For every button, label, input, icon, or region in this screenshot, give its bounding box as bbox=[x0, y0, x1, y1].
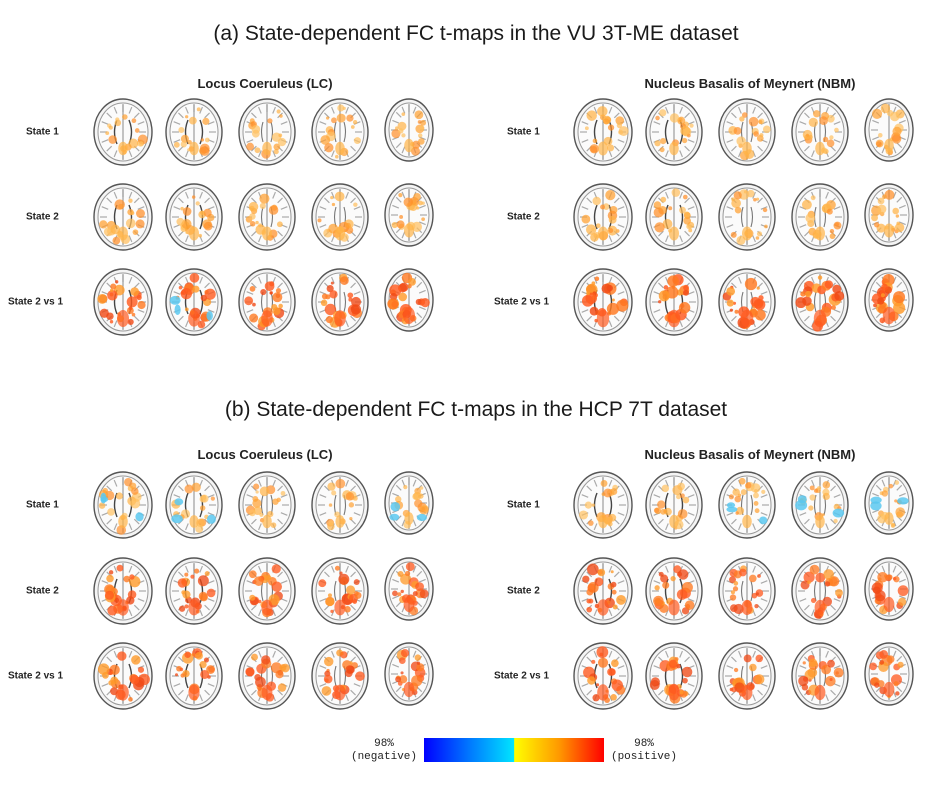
brain-slice bbox=[238, 268, 296, 336]
panel-b-left-row-label: State 1 bbox=[26, 499, 59, 511]
panel-a-left-row-label: State 2 vs 1 bbox=[8, 296, 64, 308]
brain-slice-row bbox=[92, 97, 437, 167]
brain-slice bbox=[573, 268, 633, 336]
brain-slice-row bbox=[92, 556, 437, 626]
brain-slice bbox=[384, 98, 434, 162]
panel-a-right-row-label: State 2 bbox=[507, 211, 540, 223]
brain-slice bbox=[238, 98, 296, 166]
brain-slice bbox=[718, 642, 776, 710]
brain-slice bbox=[718, 268, 776, 336]
brain-slice bbox=[864, 642, 914, 706]
brain-slice bbox=[93, 471, 153, 539]
brain-slice-row bbox=[92, 267, 437, 337]
brain-slice-row bbox=[92, 182, 437, 252]
brain-slice bbox=[718, 471, 776, 539]
brain-slice bbox=[573, 642, 633, 710]
brain-slice-row bbox=[92, 641, 437, 711]
brain-slice bbox=[791, 557, 849, 625]
brain-slice bbox=[165, 642, 223, 710]
panel-b-title: (b) State-dependent FC t-maps in the HCP… bbox=[224, 398, 728, 421]
brain-slice bbox=[864, 557, 914, 621]
brain-slice bbox=[93, 183, 153, 251]
brain-slice bbox=[645, 471, 703, 539]
colorbar-negative-label: 98% (negative) bbox=[350, 738, 417, 763]
panel-b-lc-title: Locus Coeruleus (LC) bbox=[197, 447, 333, 462]
brain-slice-row bbox=[572, 267, 917, 337]
brain-slice-row bbox=[572, 182, 917, 252]
brain-slice bbox=[93, 557, 153, 625]
brain-slice bbox=[791, 98, 849, 166]
panel-a-lc-title: Locus Coeruleus (LC) bbox=[197, 76, 333, 91]
brain-slice bbox=[238, 642, 296, 710]
brain-slice bbox=[165, 183, 223, 251]
brain-slice-row bbox=[572, 641, 917, 711]
brain-slice bbox=[384, 268, 434, 332]
panel-b-left-row-label: State 2 bbox=[26, 585, 59, 597]
brain-slice bbox=[311, 642, 369, 710]
brain-slice bbox=[311, 183, 369, 251]
colorbar-positive-label: 98% (positive) bbox=[610, 738, 677, 763]
panel-a-left-row-label: State 2 bbox=[26, 211, 59, 223]
panel-b-right-row-label: State 2 vs 1 bbox=[494, 670, 550, 682]
brain-slice bbox=[791, 642, 849, 710]
brain-slice bbox=[645, 557, 703, 625]
brain-slice bbox=[573, 557, 633, 625]
brain-slice bbox=[93, 642, 153, 710]
brain-slice bbox=[311, 471, 369, 539]
panel-b-nbm-title: Nucleus Basalis of Meynert (NBM) bbox=[644, 447, 856, 462]
brain-slice bbox=[165, 557, 223, 625]
brain-slice bbox=[311, 98, 369, 166]
brain-slice bbox=[645, 268, 703, 336]
brain-slice bbox=[573, 471, 633, 539]
brain-slice bbox=[718, 557, 776, 625]
brain-slice bbox=[93, 268, 153, 336]
panel-b-right-row-label: State 1 bbox=[507, 499, 540, 511]
brain-slice bbox=[573, 98, 633, 166]
brain-slice bbox=[238, 183, 296, 251]
brain-slice bbox=[311, 268, 369, 336]
colorbar bbox=[424, 738, 604, 762]
brain-slice bbox=[384, 642, 434, 706]
brain-slice bbox=[384, 557, 434, 621]
brain-slice bbox=[93, 98, 153, 166]
brain-slice-row bbox=[572, 556, 917, 626]
brain-slice bbox=[864, 183, 914, 247]
brain-slice bbox=[384, 471, 434, 535]
panel-b-right-row-label: State 2 bbox=[507, 585, 540, 597]
panel-a-title: (a) State-dependent FC t-maps in the VU … bbox=[213, 22, 739, 45]
brain-slice bbox=[573, 183, 633, 251]
brain-slice bbox=[864, 98, 914, 162]
brain-slice bbox=[864, 471, 914, 535]
brain-slice-row bbox=[92, 470, 437, 540]
brain-slice bbox=[384, 183, 434, 247]
brain-slice bbox=[238, 557, 296, 625]
panel-a-nbm-title: Nucleus Basalis of Meynert (NBM) bbox=[644, 76, 856, 91]
brain-slice bbox=[165, 98, 223, 166]
brain-slice bbox=[645, 183, 703, 251]
brain-slice-row bbox=[572, 470, 917, 540]
panel-a-right-row-label: State 1 bbox=[507, 126, 540, 138]
panel-a-right-row-label: State 2 vs 1 bbox=[494, 296, 550, 308]
brain-slice bbox=[791, 183, 849, 251]
brain-slice bbox=[311, 557, 369, 625]
brain-slice bbox=[718, 183, 776, 251]
panel-b-left-row-label: State 2 vs 1 bbox=[8, 670, 64, 682]
brain-slice bbox=[645, 642, 703, 710]
brain-slice bbox=[718, 98, 776, 166]
brain-slice bbox=[238, 471, 296, 539]
panel-a-left-row-label: State 1 bbox=[26, 126, 59, 138]
brain-slice bbox=[165, 268, 223, 336]
brain-slice bbox=[791, 471, 849, 539]
brain-slice bbox=[165, 471, 223, 539]
brain-slice bbox=[791, 268, 849, 336]
brain-slice bbox=[864, 268, 914, 332]
brain-slice bbox=[645, 98, 703, 166]
brain-slice-row bbox=[572, 97, 917, 167]
